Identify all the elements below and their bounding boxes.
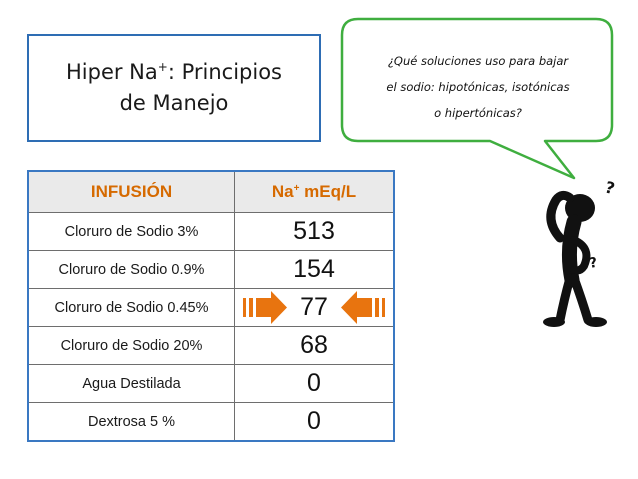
row-value: 0 — [234, 364, 395, 403]
row-value: 513 — [234, 212, 395, 251]
row-name: Cloruro de Sodio 0.9% — [27, 250, 235, 289]
title-line2: de Manejo — [119, 91, 229, 115]
svg-text:?: ? — [588, 255, 599, 272]
row-value-highlighted: 77 — [234, 288, 395, 327]
table-row: Cloruro de Sodio 0.9% 154 — [27, 250, 395, 289]
header-na-superscript: + — [293, 183, 300, 194]
title-superscript: + — [157, 60, 168, 74]
confused-stick-figure-icon: ? ? — [543, 178, 617, 327]
row-name: Agua Destilada — [27, 364, 235, 403]
bubble-line-3: o hipertónicas? — [434, 106, 522, 120]
slide-title: Hiper Na+: Principios de Manejo — [66, 57, 282, 119]
row-name: Dextrosa 5 % — [27, 402, 235, 442]
speech-bubble-text: ¿Qué soluciones uso para bajar el sodio:… — [352, 48, 604, 126]
row-value: 0 — [234, 402, 395, 442]
row-value: 68 — [234, 326, 395, 365]
title-line1-suffix: : Principios — [167, 60, 282, 84]
header-na-prefix: Na — [271, 182, 294, 201]
title-line1-prefix: Hiper Na — [66, 60, 158, 84]
header-infusion: INFUSIÓN — [27, 170, 235, 213]
highlighted-value: 77 — [300, 293, 328, 321]
row-name: Cloruro de Sodio 0.45% — [27, 288, 235, 327]
speech-bubble-shape — [340, 17, 614, 180]
header-na-meq: Na+ mEq/L — [234, 170, 395, 213]
block-arrow-icon — [341, 291, 385, 324]
block-arrow-icon — [243, 291, 287, 324]
table-header-row: INFUSIÓN Na+ mEq/L — [27, 170, 395, 213]
bubble-line-1: ¿Qué soluciones uso para bajar — [387, 54, 569, 68]
table-row: Agua Destilada 0 — [27, 364, 395, 403]
table-row: Cloruro de Sodio 20% 68 — [27, 326, 395, 365]
table-row: Cloruro de Sodio 3% 513 — [27, 212, 395, 251]
svg-text:?: ? — [603, 178, 617, 199]
header-na-suffix: mEq/L — [299, 182, 357, 201]
row-value: 154 — [234, 250, 395, 289]
table-row-highlighted: Cloruro de Sodio 0.45% 77 — [27, 288, 395, 327]
row-name: Cloruro de Sodio 20% — [27, 326, 235, 365]
bubble-line-2: el sodio: hipotónicas, isotónicas — [386, 80, 570, 94]
row-name: Cloruro de Sodio 3% — [27, 212, 235, 251]
infusion-table: INFUSIÓN Na+ mEq/L Cloruro de Sodio 3% 5… — [27, 170, 395, 442]
title-box: Hiper Na+: Principios de Manejo — [27, 34, 321, 142]
table-row: Dextrosa 5 % 0 — [27, 402, 395, 442]
